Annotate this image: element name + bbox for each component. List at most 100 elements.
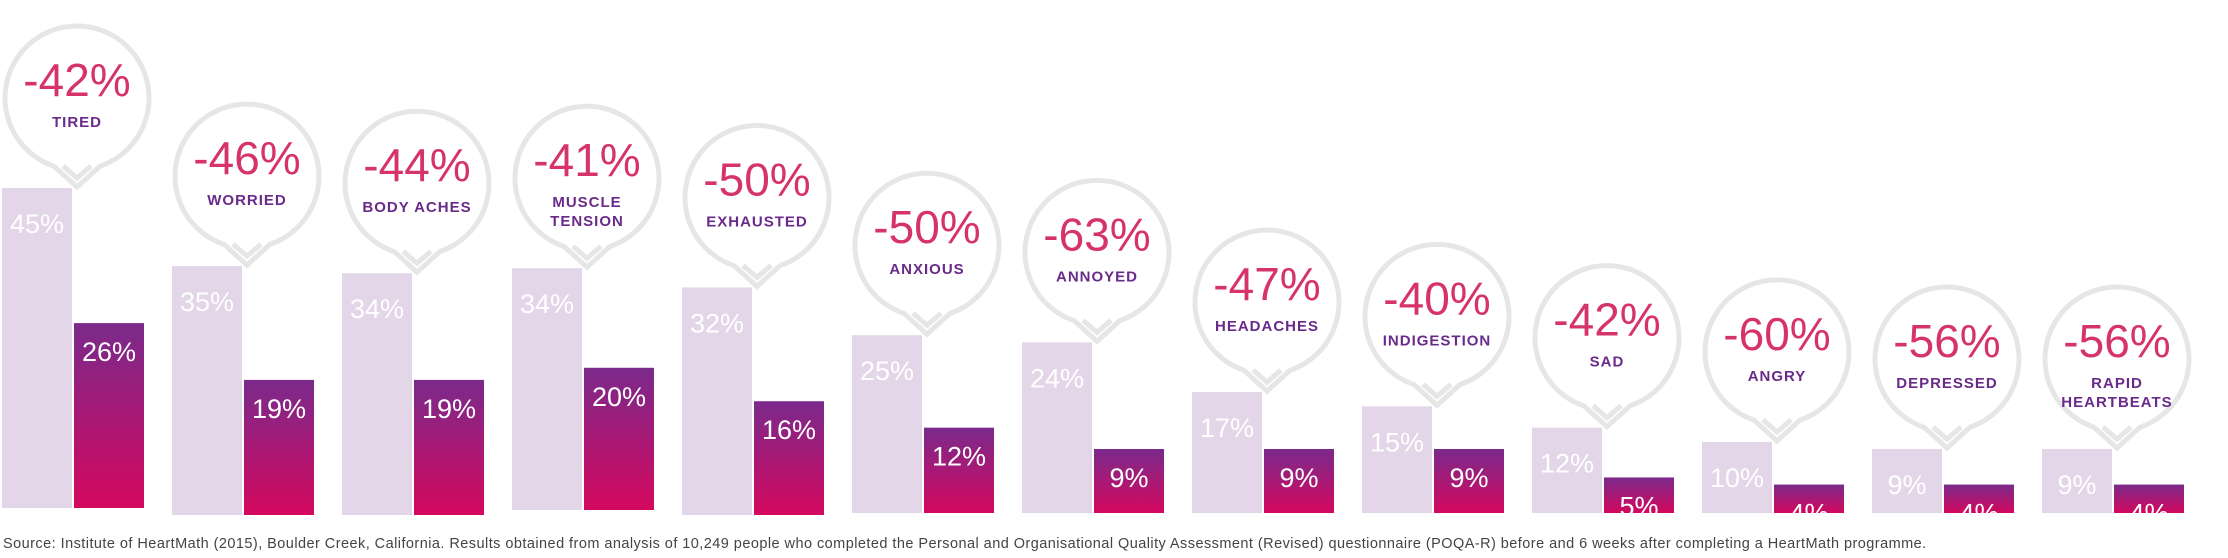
bubble-chevron-2 xyxy=(231,242,263,260)
symptom-label-6: ANXIOUS xyxy=(889,261,964,278)
change-percent-label-7: -63% xyxy=(1043,208,1150,260)
change-bubble-10 xyxy=(1532,263,1682,431)
before-value-label-10: 12% xyxy=(1540,449,1594,479)
after-value-label-5: 16% xyxy=(762,415,816,445)
symptom-label-7: ANNOYED xyxy=(1056,268,1138,285)
after-bar-6 xyxy=(924,427,994,513)
change-bubble-2 xyxy=(172,101,322,269)
after-bar-11 xyxy=(1774,484,1844,513)
symptom-label-10: SAD xyxy=(1590,354,1625,371)
bubble-chevron-4 xyxy=(571,244,603,262)
change-percent-label-13: -56% xyxy=(2063,315,2170,367)
before-value-label-11: 10% xyxy=(1710,463,1764,493)
after-bar-10 xyxy=(1604,477,1674,513)
before-bar-4 xyxy=(512,268,582,510)
bubble-chevron-12 xyxy=(1931,425,1963,443)
before-value-label-6: 25% xyxy=(860,356,914,386)
before-bar-1 xyxy=(2,188,72,508)
bubble-chevron-10 xyxy=(1591,403,1623,421)
after-bar-8 xyxy=(1264,449,1334,513)
before-value-label-8: 17% xyxy=(1200,413,1254,443)
after-value-label-4: 20% xyxy=(592,382,646,412)
before-bar-9 xyxy=(1362,406,1432,513)
symptom-label-2: WORRIED xyxy=(207,192,287,209)
after-value-label-8: 9% xyxy=(1279,463,1318,493)
symptom-label-4-line-2: TENSION xyxy=(550,213,624,230)
after-bar-1 xyxy=(74,323,144,508)
symptom-label-13-line-2: HEARTBEATS xyxy=(2061,394,2172,411)
bubble-chevron-13 xyxy=(2101,425,2133,443)
after-value-label-10: 5% xyxy=(1619,491,1658,521)
before-bar-10 xyxy=(1532,427,1602,513)
symptom-label-11: ANGRY xyxy=(1748,368,1807,385)
after-value-label-7: 9% xyxy=(1109,463,1148,493)
change-percent-label-10: -42% xyxy=(1553,294,1660,346)
symptom-label-5: EXHAUSTED xyxy=(706,213,808,230)
bubble-chevron-11 xyxy=(1761,417,1793,436)
after-value-label-11: 4% xyxy=(1789,499,1828,529)
symptom-label-3: BODY ACHES xyxy=(362,199,471,216)
after-bar-13 xyxy=(2114,484,2184,513)
after-bar-7 xyxy=(1094,449,1164,513)
symptom-label-4-line-1: MUSCLE xyxy=(552,194,621,211)
change-bubble-3 xyxy=(342,108,492,276)
after-value-label-13: 4% xyxy=(2129,499,2168,529)
bubble-chevron-1 xyxy=(61,164,93,182)
after-value-label-9: 9% xyxy=(1449,463,1488,493)
after-bar-9 xyxy=(1434,449,1504,513)
before-value-label-5: 32% xyxy=(690,308,744,338)
change-percent-label-8: -47% xyxy=(1213,258,1320,310)
before-value-label-2: 35% xyxy=(180,287,234,317)
symptom-label-1: TIRED xyxy=(52,114,102,131)
before-bar-5 xyxy=(682,287,752,515)
before-value-label-13: 9% xyxy=(2057,470,2096,500)
before-value-label-3: 34% xyxy=(350,294,404,324)
after-bar-3 xyxy=(414,379,484,515)
symptom-label-13-line-1: RAPID xyxy=(2091,375,2143,392)
symptom-label-12: DEPRESSED xyxy=(1896,375,1998,392)
change-percent-label-5: -50% xyxy=(703,153,810,205)
change-bubble-13 xyxy=(2042,284,2192,452)
before-value-label-12: 9% xyxy=(1887,470,1926,500)
before-bar-13 xyxy=(2042,449,2112,513)
change-bubble-1 xyxy=(2,23,152,191)
before-bar-7 xyxy=(1022,342,1092,513)
change-percent-label-3: -44% xyxy=(363,139,470,191)
before-value-label-4: 34% xyxy=(520,289,574,319)
bubble-chevron-3 xyxy=(401,249,433,267)
after-value-label-3: 19% xyxy=(422,394,476,424)
after-bar-5 xyxy=(754,401,824,515)
change-bubble-7 xyxy=(1022,177,1172,345)
after-value-label-2: 19% xyxy=(252,394,306,424)
bubble-chevron-8 xyxy=(1251,368,1283,386)
after-bar-4 xyxy=(584,367,654,510)
change-bubble-5 xyxy=(682,122,832,290)
after-value-label-6: 12% xyxy=(932,442,986,472)
after-bar-12 xyxy=(1944,484,2014,513)
change-percent-label-12: -56% xyxy=(1893,315,2000,367)
before-bar-2 xyxy=(172,266,242,515)
before-bar-3 xyxy=(342,273,412,515)
change-bubble-9 xyxy=(1362,241,1512,409)
bubble-chevron-5 xyxy=(741,263,773,281)
bubble-chevron-9 xyxy=(1421,382,1453,400)
change-percent-label-4: -41% xyxy=(533,134,640,186)
after-bar-2 xyxy=(244,379,314,515)
symptom-label-9: INDIGESTION xyxy=(1383,332,1492,349)
change-percent-label-1: -42% xyxy=(23,54,130,106)
change-percent-label-2: -46% xyxy=(193,132,300,184)
before-value-label-1: 45% xyxy=(10,209,64,239)
before-value-label-7: 24% xyxy=(1030,363,1084,393)
bubble-chevron-7 xyxy=(1081,318,1113,336)
source-note: Source: Institute of HeartMath (2015), B… xyxy=(3,536,1927,552)
change-bubble-8 xyxy=(1192,227,1342,395)
change-bubble-6 xyxy=(852,170,1002,338)
change-bubble-4 xyxy=(512,103,662,271)
change-percent-label-6: -50% xyxy=(873,201,980,253)
change-bubble-11 xyxy=(1702,277,1852,445)
bubble-chevron-6 xyxy=(911,311,943,329)
before-value-label-9: 15% xyxy=(1370,427,1424,457)
symptom-label-8: HEADACHES xyxy=(1215,318,1319,335)
after-value-label-12: 4% xyxy=(1959,499,1998,529)
before-bar-12 xyxy=(1872,449,1942,513)
